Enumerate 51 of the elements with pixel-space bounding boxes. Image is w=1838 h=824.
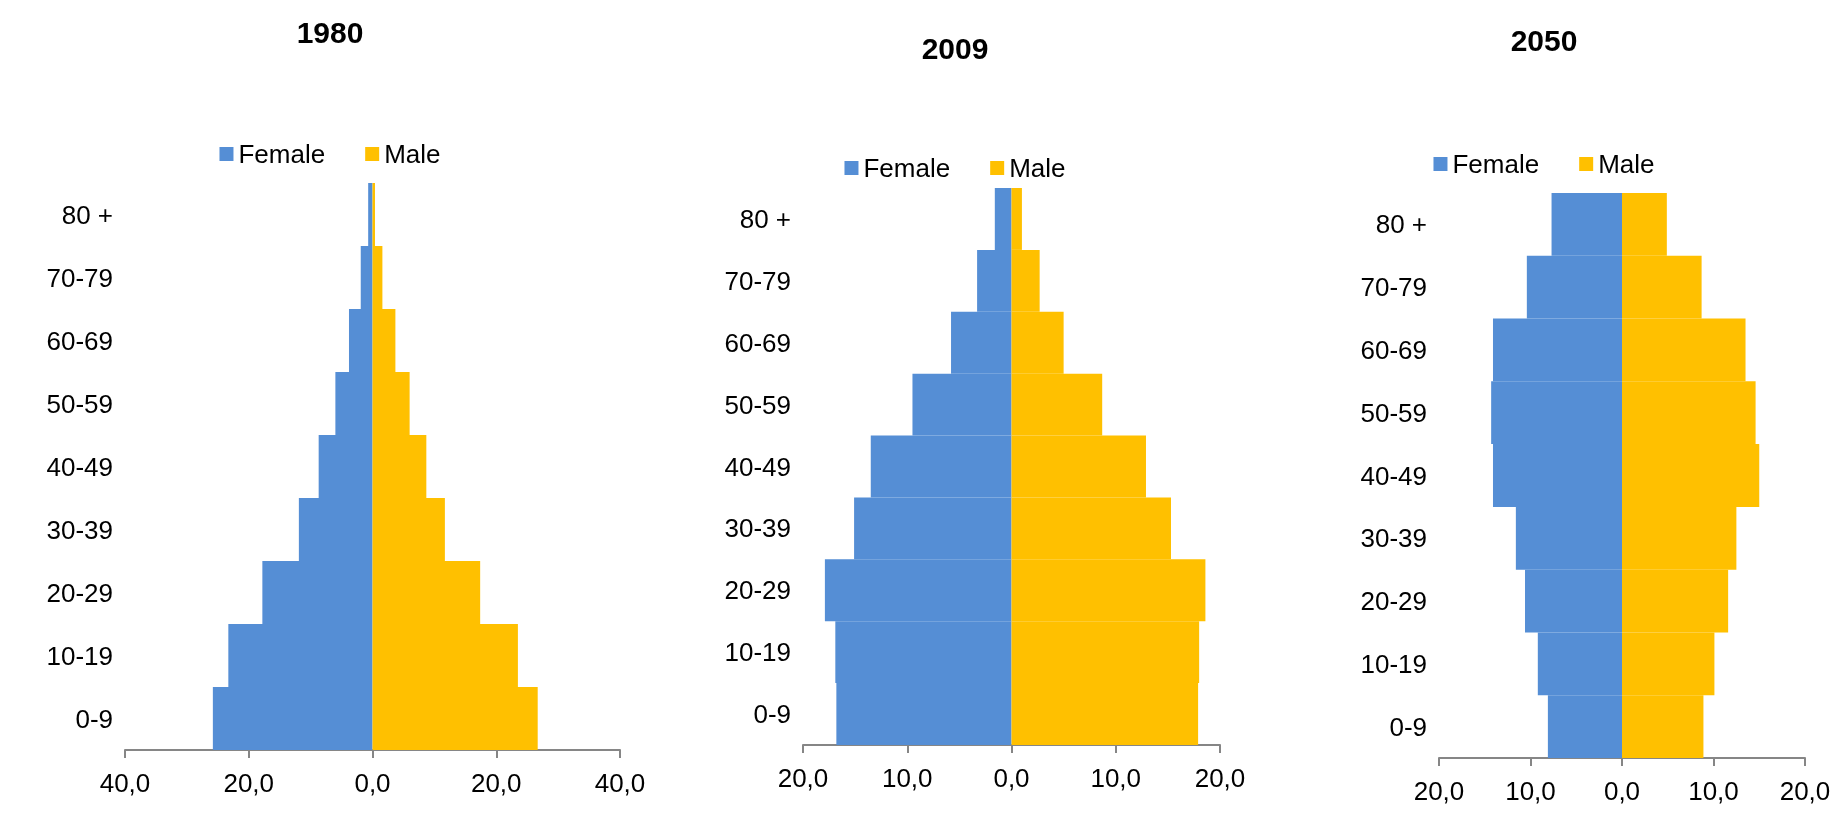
x-tick-label: 10,0 [1090,763,1142,793]
legend-label: Female [238,139,326,169]
y-tick-label: 10-19 [46,640,113,671]
y-tick-label: 70-79 [1360,272,1427,303]
y-tick-label: 60-69 [724,327,791,358]
x-tick-label: 20,0 [1194,763,1246,793]
x-tick-label: 40,0 [594,768,646,798]
x-tick-label: 0,0 [1603,776,1641,806]
y-tick-label: 40-49 [1360,460,1427,491]
x-tick-label: 20,0 [777,763,829,793]
y-tick-label: 50-59 [46,388,113,419]
x-tick-label: 10,0 [881,763,933,793]
legend-label: Male [384,139,441,169]
y-tick-label: 40-49 [724,451,791,482]
x-tick-label: 20,0 [1779,776,1831,806]
y-tick-label: 0-9 [1389,711,1427,742]
y-tick-label: 10-19 [724,637,791,668]
y-tick-label: 20-29 [46,577,113,608]
x-tick-label: 0,0 [993,763,1030,793]
y-tick-label: 80 + [739,203,791,234]
y-tick-label: 70-79 [724,265,791,296]
x-tick-label: 0,0 [354,768,391,798]
y-tick-label: 0-9 [753,699,791,730]
y-tick-label: 30-39 [1360,523,1427,554]
x-tick-label: 20,0 [223,768,275,798]
y-tick-label: 80 + [61,199,113,230]
y-tick-label: 0-9 [75,703,113,734]
chart-title: 1980 [296,15,364,49]
y-tick-label: 80 + [1375,209,1427,240]
y-tick-label: 10-19 [1360,648,1427,679]
y-tick-label: 30-39 [724,513,791,544]
legend-label: Male [1009,153,1066,183]
y-tick-label: 40-49 [46,451,113,482]
x-tick-label: 10,0 [1505,776,1556,806]
x-tick-label: 40,0 [99,768,151,798]
legend-label: Female [863,153,951,183]
chart-title: 2050 [1510,23,1578,57]
x-tick-label: 20,0 [1413,776,1465,806]
y-tick-label: 50-59 [724,389,791,420]
chart-title: 2009 [921,31,989,65]
y-tick-label: 60-69 [46,325,113,356]
y-tick-label: 20-29 [1360,586,1427,617]
x-tick-label: 10,0 [1688,776,1739,806]
legend-label: Male [1598,149,1655,179]
x-tick-label: 20,0 [470,768,522,798]
y-tick-label: 30-39 [46,514,113,545]
legend-label: Female [1452,149,1540,179]
y-tick-label: 50-59 [1360,397,1427,428]
y-tick-label: 60-69 [1360,334,1427,365]
y-tick-label: 20-29 [724,575,791,606]
y-tick-label: 70-79 [46,262,113,293]
